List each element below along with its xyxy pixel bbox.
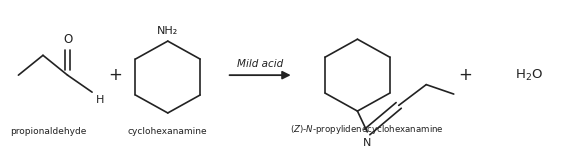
Text: H$_2$O: H$_2$O (516, 68, 543, 83)
Text: N: N (363, 138, 372, 148)
Text: +: + (108, 66, 122, 84)
Text: +: + (458, 66, 472, 84)
Text: cyclohexanamine: cyclohexanamine (128, 127, 207, 136)
Text: Mild acid: Mild acid (237, 59, 283, 69)
Text: O: O (63, 33, 72, 46)
Text: propionaldehyde: propionaldehyde (10, 127, 86, 136)
Text: NH₂: NH₂ (157, 26, 179, 36)
Text: H: H (96, 95, 104, 105)
Text: $(Z)$-$N$-propylidenecyclohexanamine: $(Z)$-$N$-propylidenecyclohexanamine (290, 123, 444, 136)
